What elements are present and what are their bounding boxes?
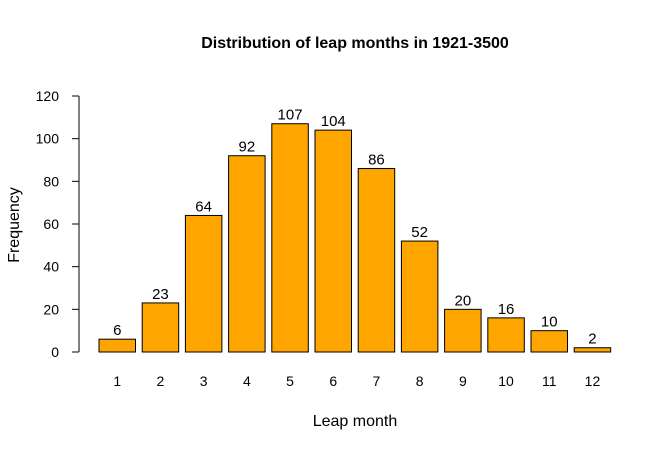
x-tick-label: 11 <box>542 373 557 389</box>
y-axis: 0 20 40 60 80 100 120 <box>36 88 80 360</box>
x-tick-label: 7 <box>373 373 381 389</box>
bar-month-1 <box>98 338 136 353</box>
data-label: 20 <box>455 292 472 309</box>
data-label: 104 <box>321 113 346 130</box>
y-tick-label: 0 <box>51 344 59 360</box>
x-tick-label: 4 <box>243 373 251 389</box>
bar-month-5 <box>271 123 309 353</box>
bar-month-12 <box>573 347 612 353</box>
data-label: 86 <box>368 152 385 169</box>
data-label: 2 <box>588 331 596 348</box>
x-tick-label: 3 <box>200 373 208 389</box>
data-label: 107 <box>278 107 303 124</box>
data-label: 64 <box>195 198 212 215</box>
y-tick-label: 60 <box>43 216 59 232</box>
x-tick-label: 6 <box>329 373 337 389</box>
data-label: 52 <box>411 224 428 241</box>
y-tick-label: 20 <box>43 301 59 317</box>
y-tick-label: 120 <box>36 88 60 104</box>
y-tick-label: 80 <box>43 173 59 189</box>
bar-month-2 <box>141 302 180 353</box>
x-tick-label: 2 <box>157 373 165 389</box>
bar-month-3 <box>184 214 223 353</box>
data-label: 10 <box>541 314 558 331</box>
x-axis-label: Leap month <box>313 413 398 430</box>
x-tick-label: 9 <box>459 373 467 389</box>
bar-month-4 <box>228 155 266 353</box>
x-tick-label: 1 <box>113 373 121 389</box>
x-tick-label: 8 <box>416 373 424 389</box>
data-label: 23 <box>152 286 169 303</box>
bar-month-10 <box>487 317 525 353</box>
data-label: 6 <box>113 322 121 339</box>
y-tick-label: 100 <box>36 131 60 147</box>
x-tick-label: 12 <box>585 373 601 389</box>
x-tick-label: 10 <box>498 373 514 389</box>
bar-month-9 <box>444 308 482 353</box>
bars: 6 1 23 2 64 3 92 4 107 5 104 6 86 7 52 8 20 9 16 10 10 11 2 12 <box>98 107 612 389</box>
bar-month-6 <box>314 129 352 353</box>
bar-month-8 <box>400 240 439 353</box>
y-tick-label: 40 <box>43 259 59 275</box>
data-label: 92 <box>239 139 256 156</box>
x-tick-label: 5 <box>286 373 294 389</box>
data-label: 16 <box>498 301 515 318</box>
y-axis-label: Frequency <box>6 187 23 263</box>
chart-title: Distribution of leap months in 1921-3500 <box>201 35 509 52</box>
bar-month-11 <box>530 330 568 353</box>
bar-month-7 <box>357 168 396 353</box>
